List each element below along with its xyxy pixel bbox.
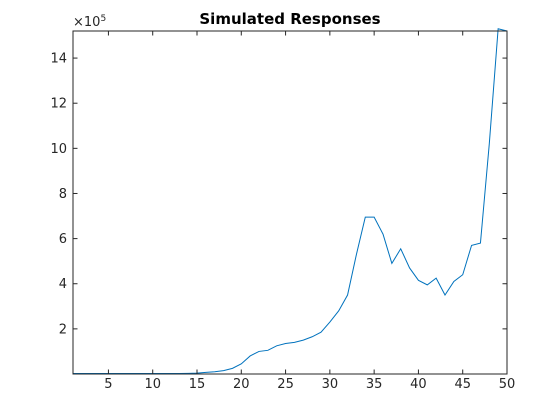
x-tick-label: 40 xyxy=(410,377,427,392)
y-tick-label: 4 xyxy=(59,277,67,292)
x-tick-label: 15 xyxy=(189,377,206,392)
y-axis-exponent-power: 5 xyxy=(100,14,106,24)
x-tick-label: 50 xyxy=(499,377,516,392)
axes-layer xyxy=(72,30,508,375)
x-tick-label: 5 xyxy=(104,377,112,392)
y-tick-label: 14 xyxy=(50,52,67,67)
chart-title: Simulated Responses xyxy=(199,10,380,28)
y-tick-label: 12 xyxy=(50,97,67,112)
x-tick-label: 45 xyxy=(454,377,471,392)
x-tick-label: 25 xyxy=(277,377,294,392)
y-axis-exponent-label: ×105 xyxy=(73,14,106,30)
x-tick-label: 35 xyxy=(366,377,383,392)
ticks-layer: 5 10 15 20 25 30 35 40 45 50 2 4 6 8 10 12 14 xyxy=(50,31,515,392)
y-tick-label: 6 xyxy=(59,232,67,247)
y-tick-label: 10 xyxy=(50,142,67,157)
x-tick-label: 10 xyxy=(144,377,161,392)
y-axis-exponent-base: ×10 xyxy=(73,15,100,30)
x-tick-label: 20 xyxy=(233,377,250,392)
axes-box xyxy=(72,30,508,375)
plot-area xyxy=(73,31,507,374)
y-tick-label: 2 xyxy=(59,322,67,337)
x-tick-label: 30 xyxy=(322,377,339,392)
y-tick-label: 8 xyxy=(59,187,67,202)
